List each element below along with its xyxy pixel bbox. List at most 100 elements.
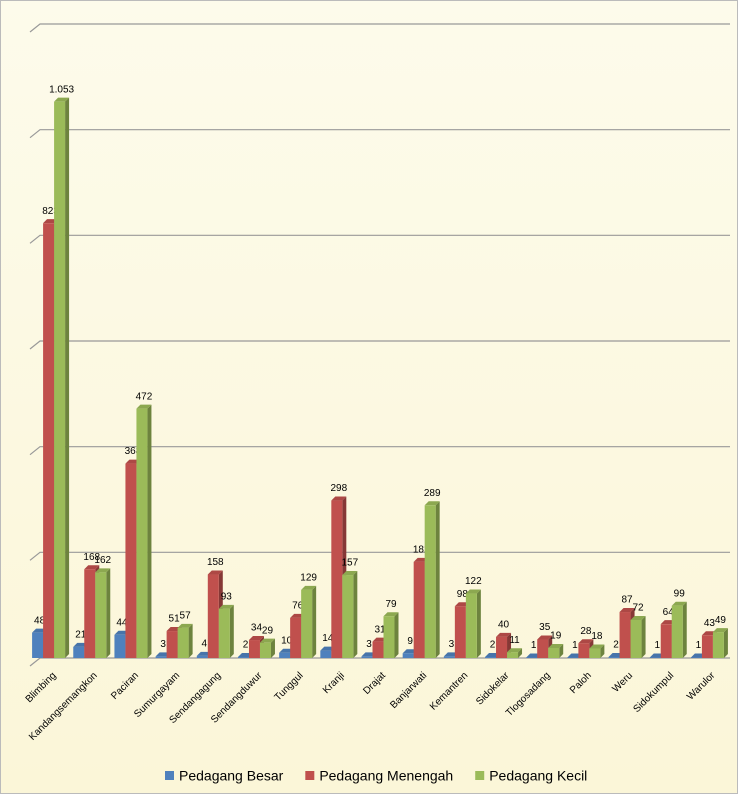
data-label: 21 [75,630,87,641]
bar-face [435,501,440,658]
bar [712,628,728,658]
bar [671,601,687,658]
data-label: 298 [330,483,347,494]
bar-face [424,505,436,658]
bar-face [671,605,683,658]
grid-line [29,129,730,139]
bar-face [690,657,702,658]
data-label: 1 [572,640,578,651]
data-label: 43 [704,618,716,629]
bar-face [361,656,373,658]
bar-face [136,408,148,658]
bar-face [712,632,724,658]
bar-face [443,656,455,658]
bar-face [723,628,728,658]
data-label: 3 [449,639,455,650]
bar-face [218,608,230,658]
data-label: 9 [407,636,413,647]
data-label: 122 [465,576,482,587]
bar-face [619,608,635,613]
bar-face [641,615,646,658]
bar-face [166,631,178,658]
bar-face [372,641,384,658]
bar-face [54,97,70,102]
data-label: 18 [591,631,603,642]
data-label: 51 [169,614,181,625]
bar-face [114,634,126,658]
legend-swatch [475,771,485,780]
bar-face [507,648,523,653]
bar-face [413,561,425,658]
bar-face [518,648,523,658]
bar-face [619,612,631,658]
bar-face [301,585,317,590]
bar-face [207,574,219,658]
data-label: 182 [413,544,430,555]
bar-face [342,575,354,658]
data-label: 29 [262,625,274,636]
bar-face [537,639,549,658]
data-label: 823 [42,206,59,217]
bar-face [342,571,358,576]
bar [259,638,275,658]
data-label: 3 [366,639,372,650]
bar-face [155,656,167,658]
data-label: 93 [221,592,233,603]
bar-face [559,643,564,658]
bar-face [649,657,661,658]
bar-face [84,569,96,658]
data-label: 87 [621,595,633,606]
bar-face [248,636,264,641]
data-label: 44 [116,617,128,628]
bar-face [54,101,66,659]
bar [507,648,523,658]
bar-face [147,404,152,658]
bar-face [248,640,260,658]
bar-face [188,623,193,658]
bar-face [383,616,395,658]
data-label: 1 [696,640,702,651]
bar-face [589,644,605,649]
data-label: 472 [136,391,153,402]
bar-face [320,650,332,658]
bar-face [537,635,553,640]
data-label: 2 [613,640,619,651]
bar [95,568,111,658]
bar-face [353,571,358,658]
bar [630,615,646,658]
legend-label: Pedagang Besar [179,768,284,784]
data-label: 14 [322,633,334,644]
bar-face [496,636,508,658]
bar [218,604,234,658]
legend-label: Pedagang Menengah [319,768,453,784]
grid-line [29,234,730,244]
bar-face [454,606,466,658]
data-label: 49 [715,615,727,626]
data-label: 1.053 [49,84,74,95]
bar-face [548,643,564,648]
data-label: 99 [674,588,686,599]
bar-face [394,612,399,658]
bar-face [43,223,55,658]
bar-face [402,653,414,658]
bar-face [578,643,590,658]
data-label: 40 [498,620,510,631]
bar-face [177,623,193,628]
bar-face [106,568,111,658]
bar-face [701,635,713,658]
grid-line [29,340,730,350]
data-label: 98 [457,589,469,600]
bar-face [485,656,497,658]
bar-face [331,500,343,658]
data-label: 11 [509,635,520,646]
data-label: 4 [202,639,208,650]
data-label: 19 [550,631,562,642]
bar-face [32,632,44,658]
bar-face [177,627,189,658]
data-label: 129 [300,572,317,583]
data-label: 76 [292,600,304,611]
data-label: 368 [125,446,142,457]
data-label: 3 [160,639,166,650]
